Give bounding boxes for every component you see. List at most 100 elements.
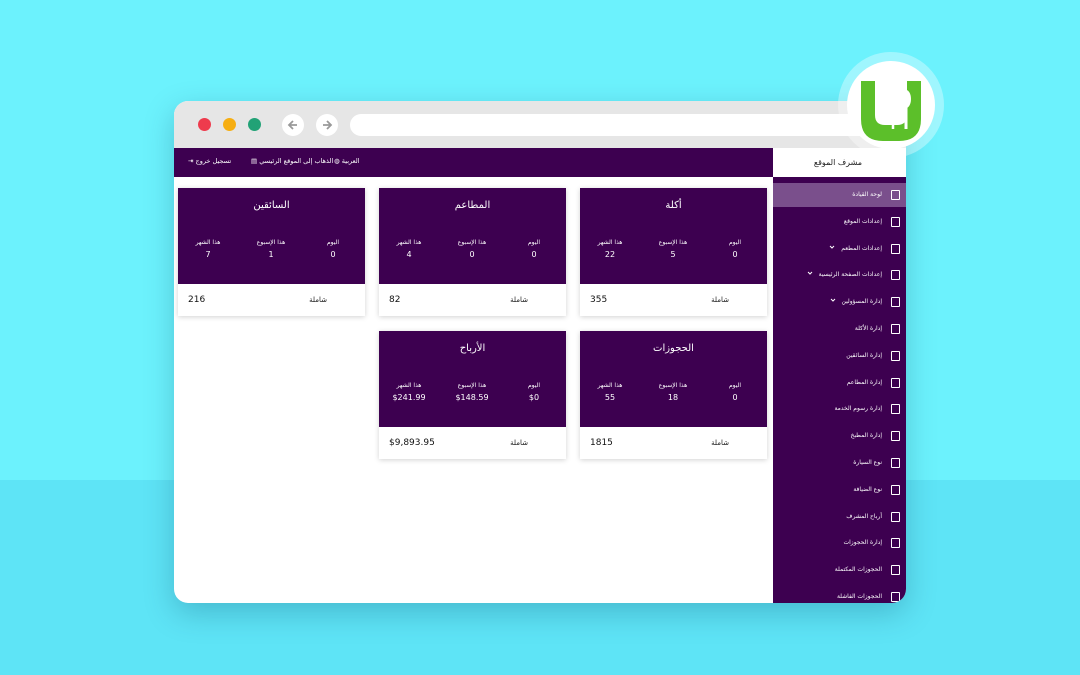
card-title: أكلة	[665, 200, 682, 211]
back-arrow	[287, 120, 297, 130]
logo-icon	[861, 81, 921, 141]
stat-value: 7	[205, 250, 211, 259]
sidebar-item[interactable]: الحجوزات الفاشلة	[773, 585, 906, 603]
stat-label: هذا الشهر	[195, 239, 221, 246]
sidebar-label: إدارة المطبخ	[850, 432, 882, 440]
main-site-text: الذهاب إلى الموقع الرئيسي	[259, 157, 334, 165]
stat-value: $0	[528, 393, 540, 402]
stat-card: الحجوزات اليوم 0 هذا الإسبوع 18 هذا الشهر 55 شا…	[580, 331, 767, 459]
forward-button[interactable]	[316, 114, 338, 136]
forward-arrow	[323, 120, 333, 130]
sidebar-item[interactable]: إدارة السائقين	[773, 344, 906, 368]
sidebar-item[interactable]: إعدادات الموقع	[773, 210, 906, 234]
sidebar-label: نوع الضيافة	[853, 485, 882, 493]
minimize-dot[interactable]	[223, 118, 236, 131]
sidebar-item[interactable]: إعدادات الصفحة الرئيسية	[773, 263, 906, 287]
total-value: $9,893.95	[389, 438, 435, 448]
sidebar-item[interactable]: إدارة الحجوزات	[773, 531, 906, 555]
sidebar-icon	[891, 190, 900, 200]
sidebar-label: إدارة السائقين	[846, 351, 882, 359]
stat-label: هذا الشهر	[597, 382, 623, 389]
card-title: الحجوزات	[653, 343, 694, 354]
stat-value: 18	[667, 393, 679, 402]
card-title: المطاعم	[454, 200, 491, 211]
stat-value: $148.59	[455, 393, 489, 402]
stat-label: هذا الإسبوع	[256, 239, 286, 246]
stat-label: هذا الإسبوع	[457, 382, 487, 389]
stat-label: هذا الإسبوع	[658, 382, 688, 389]
sidebar-icon	[891, 404, 900, 415]
submenu-chevron	[830, 297, 836, 305]
stat-label: اليوم	[527, 239, 541, 246]
stat-value: 55	[604, 393, 616, 402]
sidebar-icon	[891, 511, 900, 522]
sidebar-label: إعدادات الصفحة الرئيسية	[818, 271, 882, 279]
card-title: الأرباح	[459, 343, 486, 354]
sidebar-label: إدارة المطاعم	[846, 378, 882, 386]
sidebar-label: إعدادات الموقع	[843, 217, 882, 225]
maximize-dot[interactable]	[248, 118, 261, 131]
stat-label: هذا الإسبوع	[457, 239, 487, 246]
card-header: السائقين اليوم 0 هذا الإسبوع 1 هذا الشهر 7	[178, 188, 365, 284]
stat-card: المطاعم اليوم 0 هذا الإسبوع 0 هذا الشهر 4 شاملة…	[379, 188, 566, 316]
card-header: أكلة اليوم 0 هذا الإسبوع 5 هذا الشهر 22	[580, 188, 767, 284]
language-text: العربية	[341, 157, 360, 165]
sidebar-icon	[891, 484, 900, 495]
sidebar-label: لوحة القيادة	[852, 191, 882, 198]
sidebar-icon	[891, 377, 900, 388]
sidebar-item[interactable]: أرباح المشرف	[773, 505, 906, 529]
submenu-chevron	[807, 270, 813, 278]
logo-badge	[838, 52, 944, 158]
language-link[interactable]: العربية ◍	[334, 157, 360, 165]
stat-card: السائقين اليوم 0 هذا الإسبوع 1 هذا الشهر 7 شامل…	[178, 188, 365, 316]
total-label: شاملة	[510, 296, 528, 304]
sidebar-item[interactable]: إدارة المطبخ	[773, 424, 906, 448]
stat-value: 0	[732, 393, 738, 402]
close-dot[interactable]	[198, 118, 211, 131]
total-label: شاملة	[309, 296, 327, 304]
sidebar-item[interactable]: إعدادات المطعم	[773, 237, 906, 261]
main-site-link[interactable]: الذهاب إلى الموقع الرئيسي ▤	[251, 157, 334, 165]
sidebar-label: إدارة رسوم الخدمة	[834, 405, 882, 413]
sidebar: مشرف الموقع لوحة القيادة إعدادات الموقع إع…	[773, 148, 906, 603]
browser-window: تسجيل خروج ⇥ الذهاب إلى الموقع الرئيسي ▤…	[174, 101, 906, 603]
sidebar-item[interactable]: نوع السيارة	[773, 451, 906, 475]
stat-value: 1	[268, 250, 274, 259]
sidebar-label: إعدادات المطعم	[841, 244, 882, 252]
sidebar-item[interactable]: إدارة المطاعم	[773, 371, 906, 395]
address-bar[interactable]	[350, 114, 870, 136]
back-button[interactable]	[282, 114, 304, 136]
card-title: السائقين	[253, 200, 290, 211]
sidebar-icon	[891, 297, 900, 308]
sidebar-item[interactable]: إدارة المسؤولين	[773, 290, 906, 314]
logout-link[interactable]: تسجيل خروج ⇥	[188, 157, 232, 165]
sidebar-item[interactable]: إدارة رسوم الخدمة	[773, 397, 906, 421]
stat-value: 0	[469, 250, 475, 259]
card-header: المطاعم اليوم 0 هذا الإسبوع 0 هذا الشهر 4	[379, 188, 566, 284]
stat-card: أكلة اليوم 0 هذا الإسبوع 5 هذا الشهر 22 شاملة 35…	[580, 188, 767, 316]
total-value: 216	[188, 295, 206, 305]
sidebar-label: الحجوزات المكتملة	[834, 566, 882, 574]
total-value: 1815	[590, 438, 613, 448]
sidebar-item[interactable]: الحجوزات المكتملة	[773, 558, 906, 582]
sidebar-label: إدارة الحجوزات	[843, 539, 882, 547]
stat-label: اليوم	[728, 382, 742, 389]
logo-inner	[847, 61, 935, 149]
logout-text: تسجيل خروج	[195, 157, 232, 165]
card-header: الحجوزات اليوم 0 هذا الإسبوع 18 هذا الشهر 55	[580, 331, 767, 427]
total-label: شاملة	[711, 439, 729, 447]
sidebar-icon	[891, 324, 900, 334]
stat-label: هذا الشهر	[597, 239, 623, 246]
total-label: شاملة	[711, 296, 729, 304]
sidebar-label: إدارة الأكلة	[854, 325, 882, 332]
stat-value: 0	[732, 250, 738, 259]
sidebar-item[interactable]: نوع الضيافة	[773, 478, 906, 502]
sidebar-icon	[891, 565, 900, 576]
stat-value: $241.99	[392, 393, 426, 402]
sidebar-item[interactable]: لوحة القيادة	[773, 183, 906, 207]
sidebar-item[interactable]: إدارة الأكلة	[773, 317, 906, 341]
total-value: 82	[389, 295, 401, 305]
stat-label: هذا الشهر	[396, 382, 422, 389]
sidebar-icon	[891, 538, 900, 549]
